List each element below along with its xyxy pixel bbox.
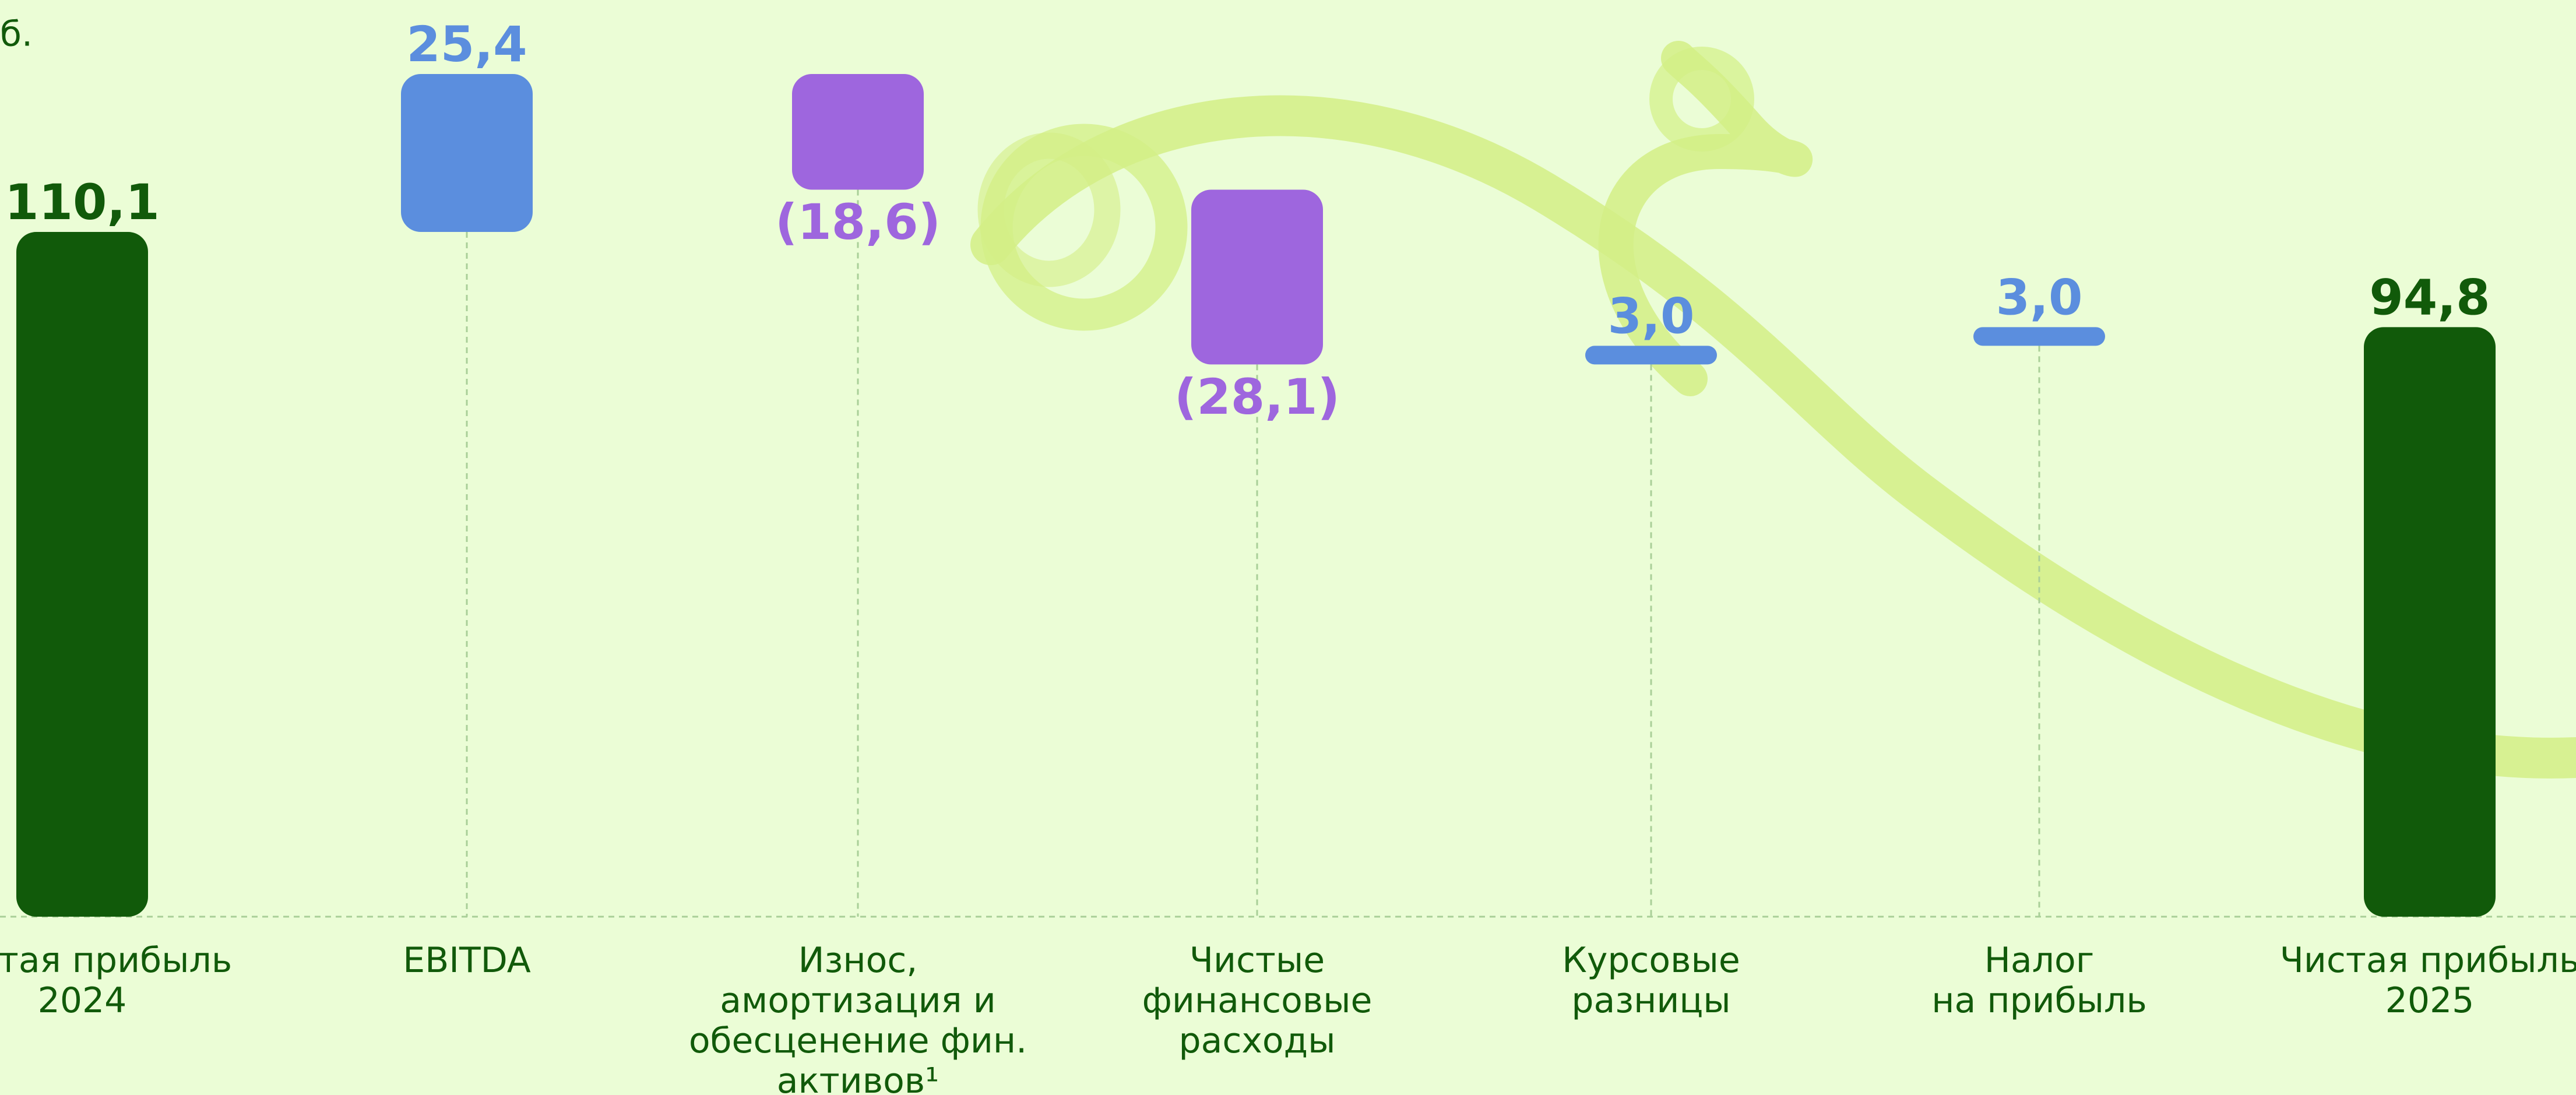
category-line: Курсовые xyxy=(1562,940,1740,981)
bar xyxy=(1585,346,1717,365)
category-label: EBITDA xyxy=(403,940,531,981)
value-label: 25,4 xyxy=(406,16,527,73)
bar xyxy=(2364,327,2496,917)
category-line: Чистая прибыль xyxy=(0,940,232,981)
category-line: обесценение фин. xyxy=(689,1020,1027,1061)
bar xyxy=(401,74,533,233)
category-label: Износ, амортизация и обесценение фин. актив… xyxy=(689,940,1027,1095)
bar xyxy=(792,74,924,190)
category-line: активов¹ xyxy=(777,1061,939,1095)
decoration xyxy=(970,41,2576,779)
category-line: разницы xyxy=(1571,980,1730,1021)
category-label: Чистые финансовые расходы xyxy=(1142,940,1373,1061)
category-line: EBITDA xyxy=(403,940,531,981)
category-line: амортизация и xyxy=(720,980,995,1021)
category-line: на прибыль xyxy=(1931,980,2146,1021)
category-line: Износ, xyxy=(798,940,918,981)
bar xyxy=(16,232,148,917)
category-line: Чистая прибыль xyxy=(2280,940,2576,981)
category-line: расходы xyxy=(1179,1020,1336,1061)
value-label: 110,1 xyxy=(5,174,160,231)
category-line: финансовые xyxy=(1142,980,1373,1021)
value-label: 3,0 xyxy=(1996,269,2083,326)
category-label: Налог на прибыль xyxy=(1931,940,2146,1021)
category-label: Чистая прибыль 2025 xyxy=(2280,940,2576,1021)
category-line: Чистые xyxy=(1190,940,1325,981)
value-label: 94,8 xyxy=(2369,269,2490,326)
category-line: 2025 xyxy=(2385,980,2475,1021)
value-label: (28,1) xyxy=(1174,368,1340,425)
category-line: 2024 xyxy=(38,980,127,1021)
bar xyxy=(1973,327,2105,346)
category-label: Курсовые разницы xyxy=(1562,940,1740,1021)
category-line: Налог xyxy=(1984,940,2094,981)
value-label: (18,6) xyxy=(775,193,941,251)
bar xyxy=(1191,189,1323,365)
value-label: 3,0 xyxy=(1608,287,1695,344)
unit-label: б. xyxy=(0,14,33,55)
